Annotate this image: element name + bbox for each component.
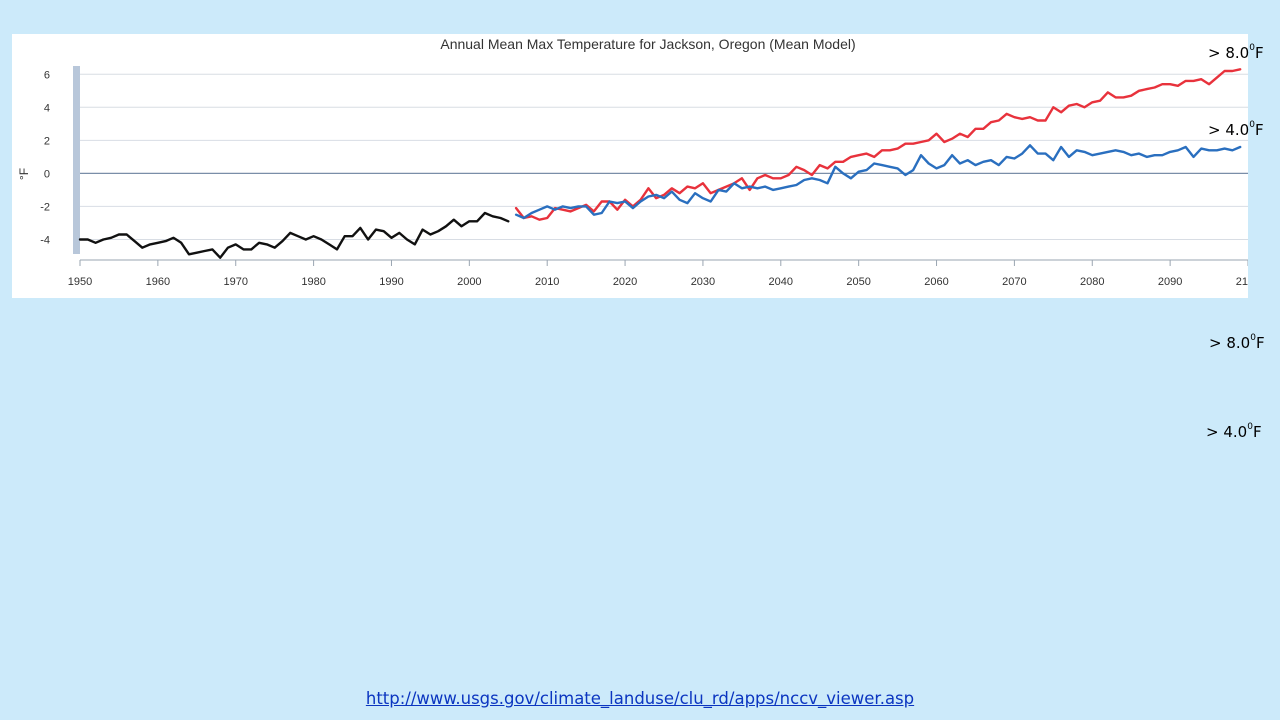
series-line-low-emissions: [514, 144, 1242, 220]
x-tick-label: 2030: [691, 276, 715, 288]
x-tick-label: 2040: [769, 276, 793, 288]
x-tick-label: 2100: [1236, 276, 1248, 288]
y-axis-label: °F: [17, 168, 31, 180]
annotation-low-lower: > 4.00F: [1206, 422, 1262, 441]
chart-title: Annual Mean Max Temperature for Jackson,…: [440, 36, 855, 52]
y-tick-label: 4: [44, 102, 50, 114]
x-tick-label: 2080: [1080, 276, 1104, 288]
chart-panel: Annual Mean Max Temperature for Jackson,…: [12, 34, 1248, 298]
x-tick-label: 2010: [535, 276, 559, 288]
temperature-chart: Annual Mean Max Temperature for Jackson,…: [17, 36, 1248, 288]
x-tick-label: 1970: [223, 276, 247, 288]
annotation-low-upper: > 4.00F: [1208, 120, 1264, 139]
y-tick-label: 6: [44, 69, 50, 81]
annotation-high-upper: > 8.00F: [1208, 43, 1264, 62]
x-tick-label: 1990: [379, 276, 403, 288]
x-tick-label: 2070: [1002, 276, 1026, 288]
y-tick-layer: 6 4 2 0 -2 -4: [40, 69, 50, 246]
x-tick-label: 2060: [924, 276, 948, 288]
x-tick-layer: 1950 1960 1970 1980 1990 2000 2010 2020 2030 2040…: [68, 260, 1248, 288]
x-tick-label: 1950: [68, 276, 92, 288]
x-tick-label: 2090: [1158, 276, 1182, 288]
y-tick-label: 0: [44, 168, 50, 180]
annotation-high-lower: > 8.00F: [1209, 333, 1265, 352]
x-tick-label: 2000: [457, 276, 481, 288]
y-tick-label: 2: [44, 135, 50, 147]
series-line-high-emissions: [514, 68, 1242, 221]
grid-layer: [80, 73, 1248, 261]
series-line-historical: [78, 211, 510, 259]
x-tick-label: 1980: [301, 276, 325, 288]
series-layer: [78, 68, 1242, 259]
x-tick-label: 2020: [613, 276, 637, 288]
y-tick-label: -4: [40, 234, 50, 246]
x-tick-label: 1960: [146, 276, 170, 288]
source-link[interactable]: http://www.usgs.gov/climate_landuse/clu_…: [365, 689, 915, 708]
x-tick-label: 2050: [846, 276, 870, 288]
scrollbar[interactable]: [73, 66, 80, 254]
y-tick-label: -2: [40, 201, 50, 213]
